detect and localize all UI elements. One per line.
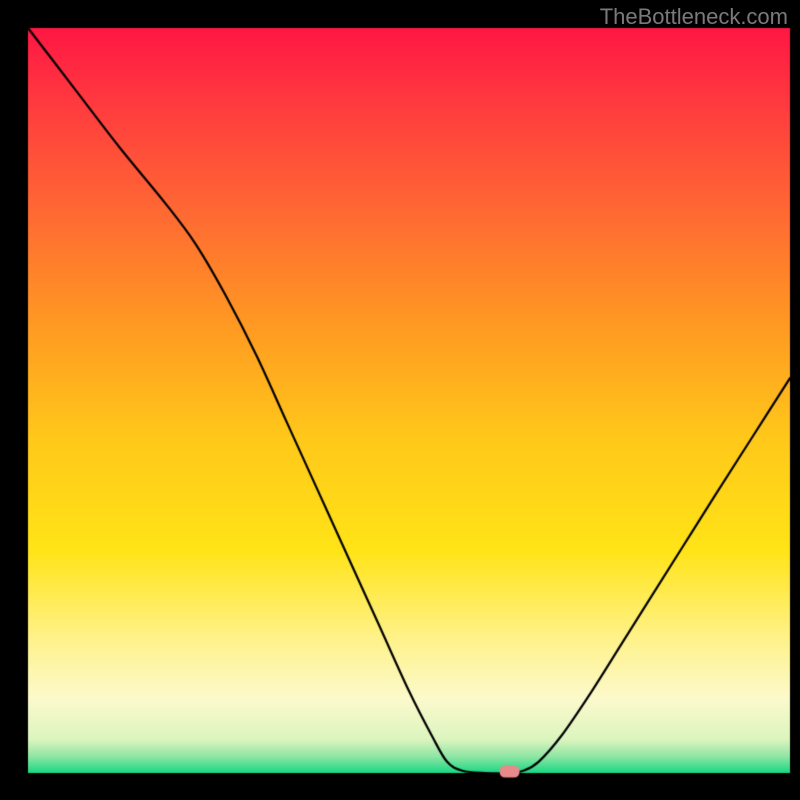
watermark-text: TheBottleneck.com (600, 4, 788, 30)
bottleneck-chart-canvas (0, 0, 800, 800)
